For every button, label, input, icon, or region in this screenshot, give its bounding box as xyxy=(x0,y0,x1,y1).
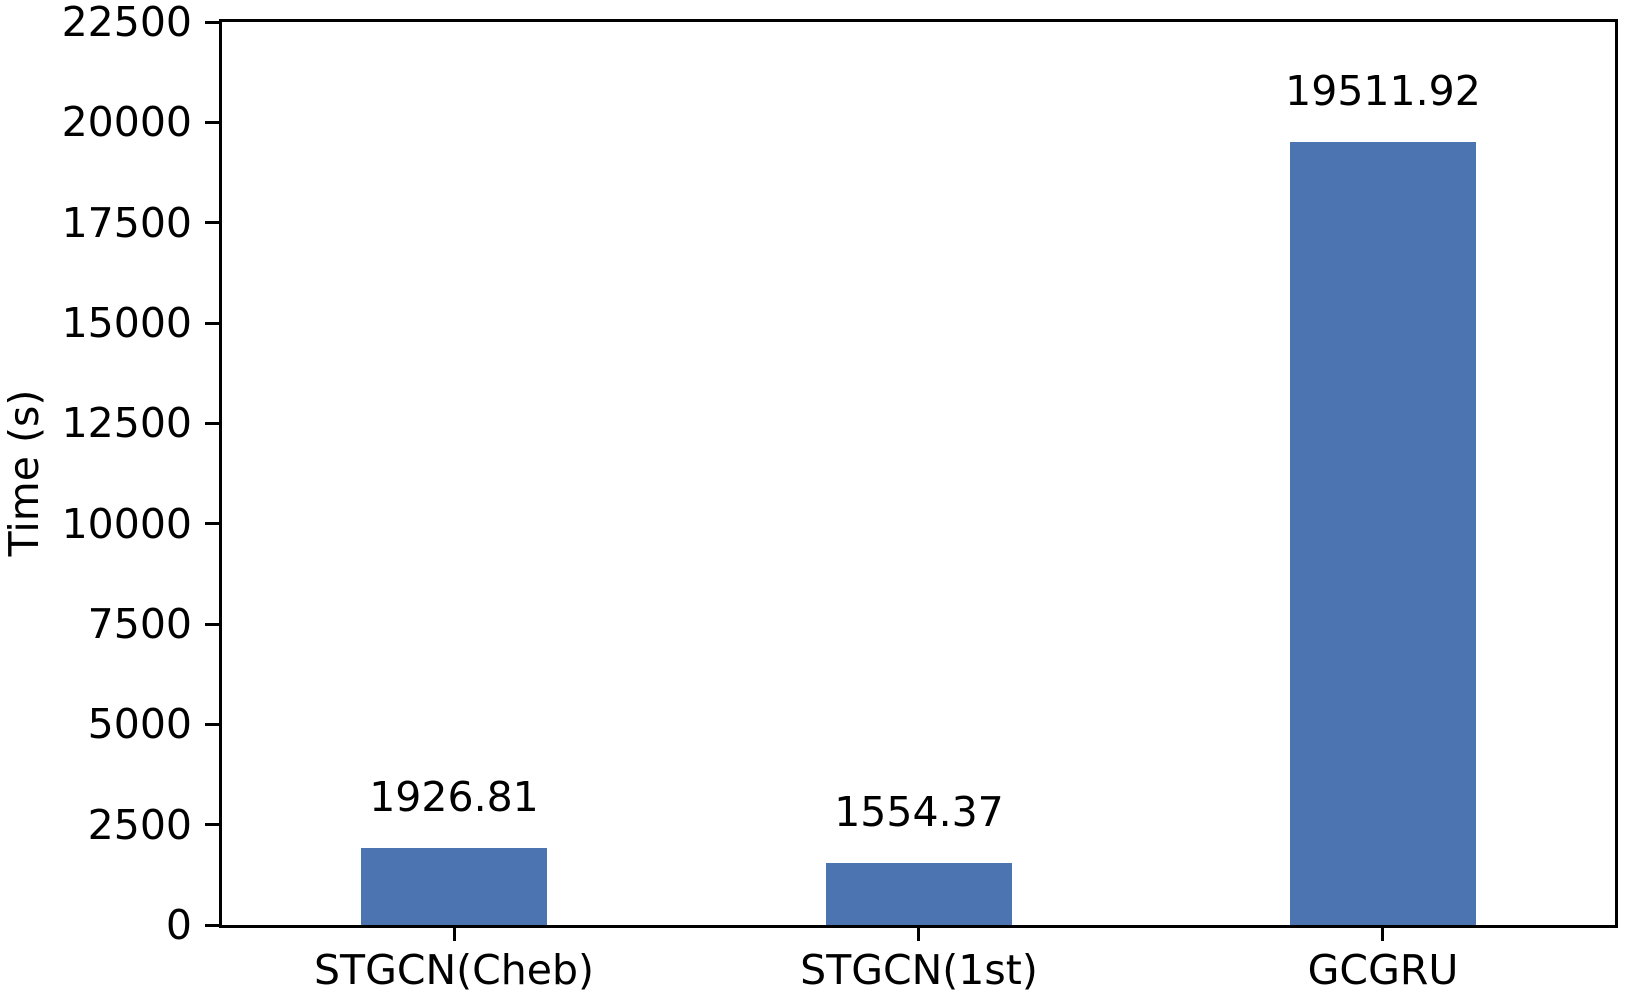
x-tick-mark xyxy=(453,928,456,941)
x-tick-label-gcgru: GCGRU xyxy=(1307,946,1459,994)
y-tick-mark xyxy=(205,422,219,425)
y-tick-label-12500: 12500 xyxy=(61,399,192,447)
y-tick-mark xyxy=(205,121,219,124)
x-tick-mark xyxy=(1381,928,1384,941)
x-tick-label-stgcn-1st: STGCN(1st) xyxy=(800,946,1038,994)
y-tick-label-2500: 2500 xyxy=(87,801,192,849)
y-tick-label-0: 0 xyxy=(165,901,192,949)
bar-stgcn-cheb xyxy=(361,848,547,925)
y-tick-mark xyxy=(205,924,219,927)
y-tick-mark xyxy=(205,322,219,325)
x-tick-mark xyxy=(917,928,920,941)
y-tick-mark xyxy=(205,623,219,626)
plot-area: 1926.81 1554.37 19511.92 xyxy=(219,19,1618,928)
bar-value-label-stgcn-1st: 1554.37 xyxy=(834,788,1004,836)
y-tick-mark xyxy=(205,21,219,24)
y-tick-label-10000: 10000 xyxy=(61,500,192,548)
y-tick-mark xyxy=(205,221,219,224)
y-tick-mark xyxy=(205,522,219,525)
y-tick-label-15000: 15000 xyxy=(61,299,192,347)
bar-stgcn-1st xyxy=(826,863,1012,925)
y-tick-label-7500: 7500 xyxy=(87,600,192,648)
y-tick-label-20000: 20000 xyxy=(61,98,192,146)
bar-value-label-gcgru: 19511.92 xyxy=(1285,67,1481,115)
y-tick-label-5000: 5000 xyxy=(87,700,192,748)
bar-gcgru xyxy=(1290,142,1476,925)
y-tick-mark xyxy=(205,823,219,826)
bar-value-label-stgcn-cheb: 1926.81 xyxy=(369,773,539,821)
y-tick-label-22500: 22500 xyxy=(61,0,192,46)
x-tick-label-stgcn-cheb: STGCN(Cheb) xyxy=(314,946,594,994)
y-tick-mark xyxy=(205,723,219,726)
y-tick-label-17500: 17500 xyxy=(61,199,192,247)
